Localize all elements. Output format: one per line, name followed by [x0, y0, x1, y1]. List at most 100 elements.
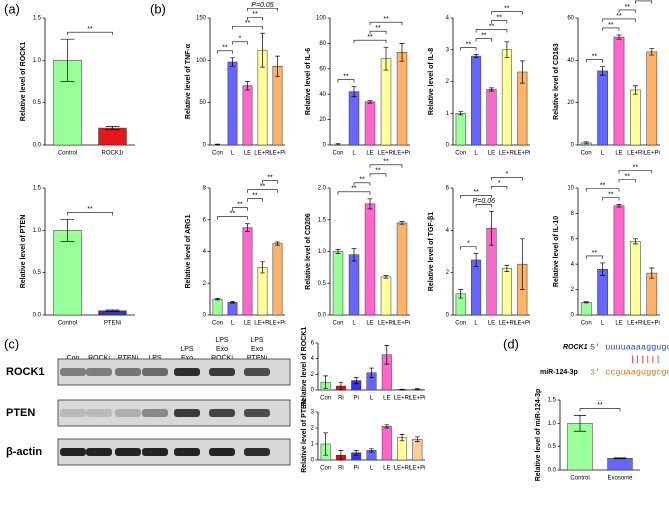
significance-label: **	[252, 11, 258, 18]
error-bar	[519, 60, 525, 84]
error-bar	[473, 54, 479, 59]
y-tick-label: 1.0	[318, 249, 327, 255]
x-tick-label: LE+Ri	[394, 396, 411, 402]
significance-bracket	[618, 170, 653, 174]
x-tick-label: ROCK1i	[101, 151, 123, 157]
bar	[227, 302, 238, 316]
y-axis-label: Relative level of PTEN	[301, 399, 308, 473]
y-tick-label: 10	[567, 186, 574, 192]
error-bar	[367, 100, 373, 104]
y-axis-label: Relative level of ROCK1	[301, 327, 308, 406]
bar	[242, 227, 253, 316]
blot-band	[174, 409, 200, 417]
y-tick-label: 4	[446, 228, 450, 234]
significance-label: **	[624, 4, 630, 11]
significance-label: **	[222, 45, 228, 52]
error-bar	[275, 241, 280, 246]
blot-band	[244, 368, 270, 376]
y-tick-label: 0	[203, 143, 207, 149]
error-bar	[600, 66, 606, 76]
y-tick-label: 0.5	[33, 270, 42, 276]
y-tick-label: 100	[316, 16, 327, 22]
bar	[381, 426, 392, 461]
y-tick-label: 6	[446, 186, 450, 192]
significance-label: **	[230, 211, 236, 218]
significance-label: P=0.05	[251, 2, 273, 9]
lane-label: Con	[67, 355, 80, 362]
bar	[227, 61, 238, 146]
x-tick-label: L	[352, 151, 356, 157]
significance-bracket	[337, 79, 355, 83]
error-bar	[489, 210, 494, 246]
y-tick-label: 1.5	[318, 217, 327, 223]
error-bar	[399, 221, 405, 225]
blot-band	[115, 448, 141, 456]
y-tick-label: 0	[446, 143, 450, 149]
significance-label: **	[351, 186, 357, 193]
error-bar	[369, 448, 374, 453]
x-tick-label: LE+Ri	[254, 151, 271, 157]
y-tick-label: 2	[571, 287, 575, 293]
significance-label: *	[498, 180, 501, 187]
mirna-sequence: 3' ccguaaguggcgcACGGAAu 5'	[590, 367, 669, 377]
blot-band	[60, 409, 86, 417]
x-tick-label: LE+Pi	[409, 466, 425, 472]
y-tick-label: 40	[567, 58, 574, 64]
error-bar	[260, 261, 265, 274]
significance-bracket	[353, 39, 387, 44]
blot-band	[244, 409, 270, 417]
y-axis-label: Relative level of IL-6	[305, 48, 312, 115]
blot-band	[209, 409, 235, 417]
y-tick-label: 3	[446, 47, 450, 53]
y-tick-label: 1	[311, 442, 315, 448]
error-bar	[458, 289, 464, 299]
significance-label: **	[383, 159, 389, 166]
lane-label: LPS	[180, 346, 194, 353]
blot-band	[209, 448, 235, 456]
x-tick-label: LE	[615, 321, 622, 327]
x-tick-label: LE+Pi	[514, 151, 530, 157]
error-bar	[414, 436, 420, 442]
y-axis-label: Relative level of IL-8	[428, 48, 435, 115]
error-bar	[338, 450, 344, 461]
significance-bracket	[232, 41, 248, 45]
bar	[486, 89, 497, 146]
error-bar	[335, 249, 341, 254]
error-bar	[399, 43, 405, 62]
x-tick-label: L	[474, 321, 478, 327]
x-tick-label: Exosome	[607, 476, 633, 482]
error-bar	[600, 262, 606, 276]
error-bar	[473, 253, 479, 267]
significance-bracket	[353, 182, 371, 186]
x-tick-label: LE	[244, 151, 251, 157]
significance-bracket	[491, 11, 523, 15]
error-bar	[245, 81, 250, 91]
x-tick-label: LE+Pi	[269, 321, 285, 327]
panel-label: (c)	[4, 336, 19, 351]
error-bar	[384, 424, 390, 429]
blot-band	[86, 368, 112, 376]
y-tick-label: 1.0	[548, 421, 557, 427]
x-tick-label: L	[370, 466, 374, 472]
y-axis-label: Relative level of TNF-α	[185, 43, 192, 119]
x-tick-label: LE+Pi	[644, 151, 660, 157]
y-tick-label: 1.0	[33, 228, 42, 234]
significance-label: **	[641, 0, 647, 2]
error-bar	[649, 267, 655, 279]
x-tick-label: Ri	[338, 396, 344, 402]
significance-bracket	[585, 59, 603, 63]
significance-label: **	[473, 189, 479, 196]
bar	[501, 268, 512, 316]
significance-label: *	[506, 171, 509, 178]
x-tick-label: Ri	[338, 466, 344, 472]
bar	[212, 298, 223, 316]
significance-label: **	[616, 13, 622, 20]
error-bar	[399, 434, 405, 442]
error-bar	[275, 55, 280, 77]
bar	[396, 222, 408, 316]
y-tick-label: 2	[311, 372, 315, 378]
x-tick-label: Con	[212, 151, 223, 157]
x-tick-label: Con	[212, 321, 223, 327]
error-bar	[519, 238, 525, 290]
y-tick-label: 1.5	[33, 186, 42, 192]
